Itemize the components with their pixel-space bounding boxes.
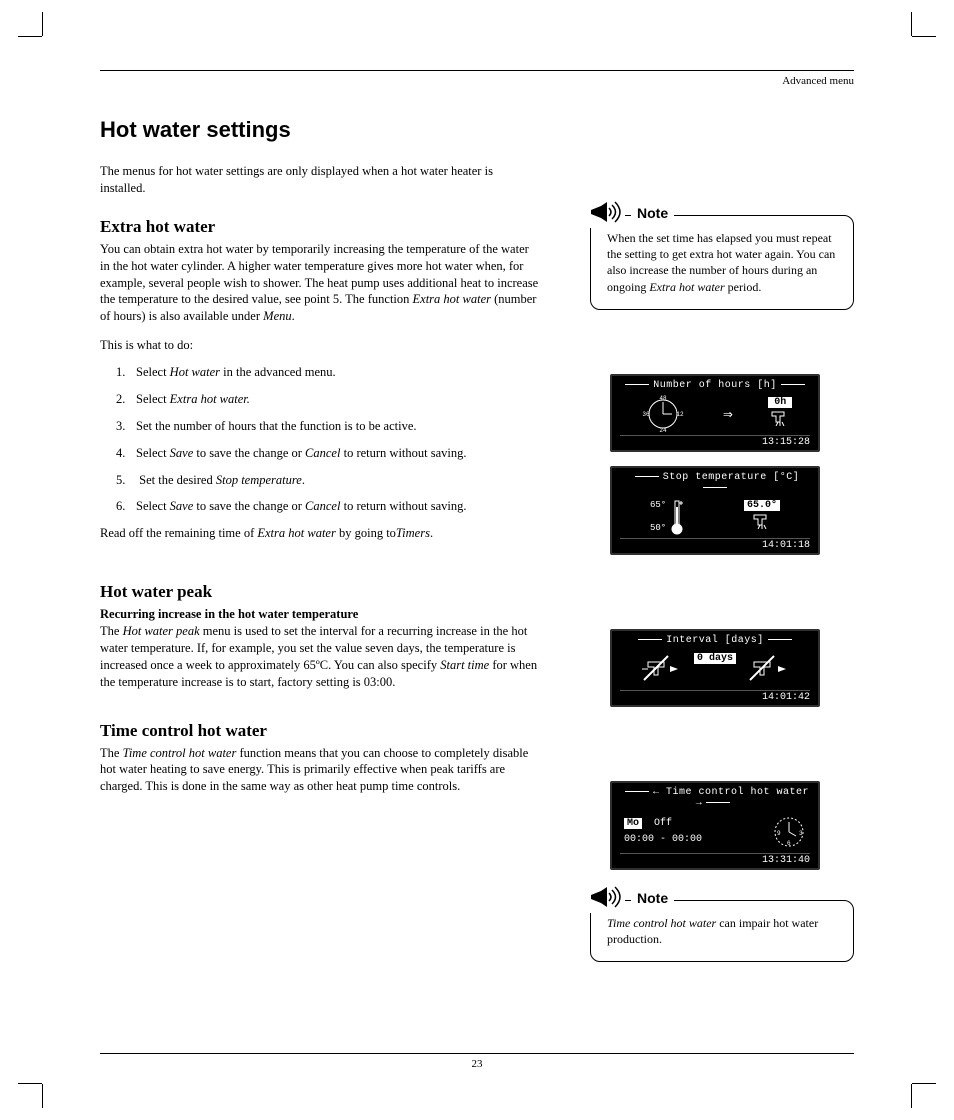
extra-p1: You can obtain extra hot water by tempor… [100,241,540,325]
megaphone-icon [587,885,625,913]
thermometer-icon [670,499,684,535]
step-1: 1.Select Hot water in the advanced menu. [116,364,540,381]
svg-text:9: 9 [777,830,781,837]
lcd-hi: 65° [650,500,666,511]
lcd-day: Mo [624,818,642,829]
extra-tail: Read off the remaining time of Extra hot… [100,525,540,542]
tap-off-icon [642,654,682,684]
tap-off-icon [748,654,788,684]
text-italic: Extra hot water [413,292,491,306]
lcd-range: 00:00 - 00:00 [624,834,702,845]
note-box-1: Note When the set time has elapsed you m… [590,215,854,310]
svg-text:3: 3 [799,830,803,837]
lcd-time: 13:15:28 [620,435,810,448]
step-3: 3.Set the number of hours that the funct… [116,418,540,435]
lcd-state: Off [654,818,672,829]
extra-lead: This is what to do: [100,337,540,354]
lcd-value: 65.0° [744,500,780,511]
step-2: 2.Select Extra hot water. [116,391,540,408]
lcd-time: 13:31:40 [620,853,810,866]
svg-text:24: 24 [659,427,667,434]
lcd-stop-temp: Stop temperature [°C] 65° 50° 65.0° [610,466,820,555]
right-column: Note When the set time has elapsed you m… [580,163,854,962]
note-text-italic: Extra hot water [649,280,724,294]
dial-icon: 48 36 12 24 [638,394,688,434]
lcd-hours: Number of hours [h] 48 36 12 24 ⇒ 0h 13:15:… [610,374,820,452]
intro-text: The menus for hot water settings are onl… [100,163,540,197]
header-section: Advanced menu [100,75,854,87]
step-5: 5. Set the desired Stop temperature. [116,472,540,489]
note-box-2: Note Time control hot water can impair h… [590,900,854,962]
tap-icon [750,511,774,529]
note-text: period. [725,280,762,294]
lcd-lo: 50° [650,523,666,534]
lcd-time-control: ← Time control hot water → Mo Off 00:00 … [610,781,820,870]
heading-time-control: Time control hot water [100,721,540,741]
svg-text:6: 6 [787,840,791,847]
header-rule [100,70,854,71]
arrow-icon: ⇒ [723,404,733,424]
svg-text:48: 48 [659,395,667,402]
page-title: Hot water settings [100,117,854,143]
text-italic: Menu [263,309,291,323]
page-number: 23 [472,1058,483,1070]
megaphone-icon [587,200,625,228]
step-6: 6.Select Save to save the change or Canc… [116,498,540,515]
lcd-time: 14:01:18 [620,538,810,551]
step-4: 4.Select Save to save the change or Canc… [116,445,540,462]
lcd-title: Stop temperature [°C] [620,472,810,494]
heading-hot-water-peak: Hot water peak [100,582,540,602]
lcd-interval: Interval [days] 0 days 14:01:42 [610,629,820,707]
svg-text:36: 36 [642,411,650,418]
text: . [292,309,295,323]
note-text-italic: Time control hot water [607,916,716,930]
lcd-title: Interval [days] [620,635,810,646]
peak-subhead: Recurring increase in the hot water temp… [100,606,540,623]
timectrl-body: The Time control hot water function mean… [100,745,540,796]
lcd-time: 14:01:42 [620,690,810,703]
page-footer: 23 [100,1053,854,1070]
svg-text:12: 12 [676,411,684,418]
page: Advanced menu Hot water settings The men… [100,60,854,1070]
lcd-value: 0h [768,397,792,408]
clock-icon: 3 69 [772,815,806,849]
heading-extra-hot-water: Extra hot water [100,217,540,237]
left-column: The menus for hot water settings are onl… [100,163,540,962]
note-label: Note [631,889,674,908]
lcd-value: 0 days [694,653,736,664]
lcd-title: Number of hours [h] [620,380,810,391]
lcd-title: ← Time control hot water → [620,787,810,809]
peak-body: The Hot water peak menu is used to set t… [100,623,540,691]
steps-list: 1.Select Hot water in the advanced menu.… [116,364,540,515]
note-label: Note [631,204,674,223]
tap-icon [768,408,792,426]
